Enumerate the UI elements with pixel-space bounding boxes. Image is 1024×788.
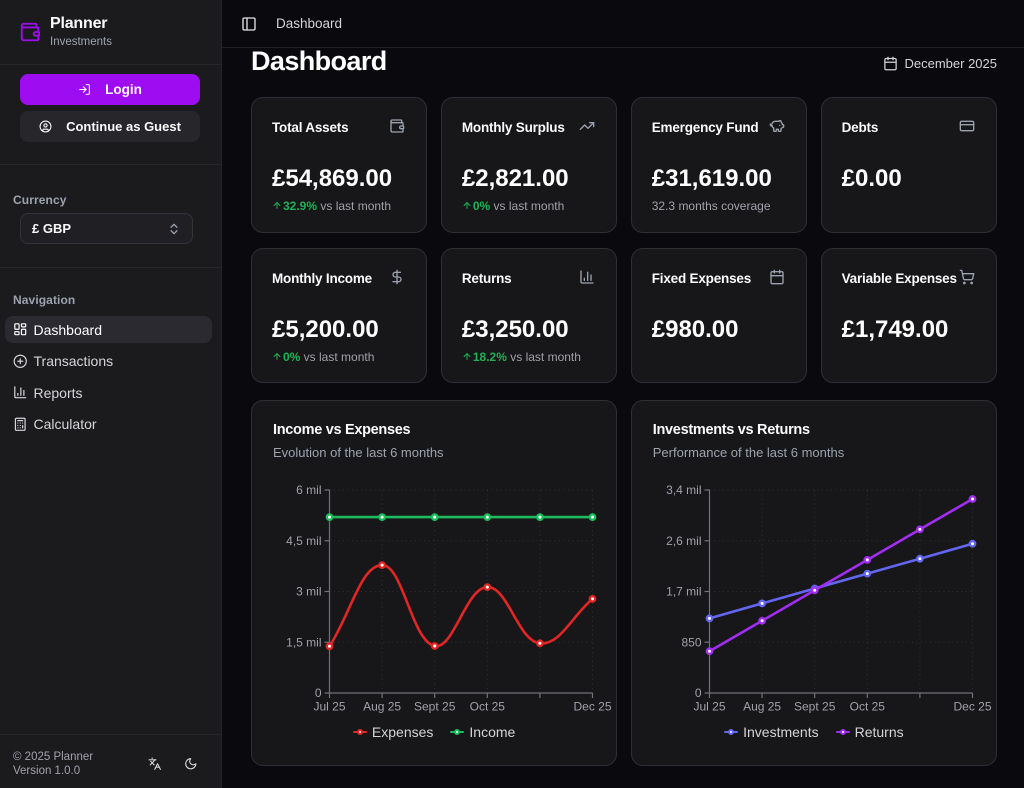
svg-text:Aug 25: Aug 25 [363,700,401,714]
svg-text:0: 0 [695,686,702,700]
svg-text:Jul 25: Jul 25 [693,700,725,714]
svg-text:Dec 25: Dec 25 [573,700,611,714]
svg-text:Dec 25: Dec 25 [953,700,991,714]
svg-text:1,7 mil: 1,7 mil [666,585,701,599]
svg-text:1,5 mil: 1,5 mil [286,635,321,649]
svg-text:850: 850 [681,635,701,649]
svg-text:Oct 25: Oct 25 [849,700,885,714]
svg-text:Sept 25: Sept 25 [414,700,456,714]
svg-text:Oct 25: Oct 25 [470,700,506,714]
svg-text:2,6 mil: 2,6 mil [666,534,701,548]
svg-text:3 mil: 3 mil [296,585,321,599]
svg-text:3,4 mil: 3,4 mil [666,483,701,497]
svg-text:6 mil: 6 mil [296,483,321,497]
svg-text:4,5 mil: 4,5 mil [286,534,321,548]
svg-text:Aug 25: Aug 25 [743,700,781,714]
svg-text:Jul 25: Jul 25 [313,700,345,714]
svg-text:Sept 25: Sept 25 [794,700,836,714]
svg-text:0: 0 [315,686,322,700]
